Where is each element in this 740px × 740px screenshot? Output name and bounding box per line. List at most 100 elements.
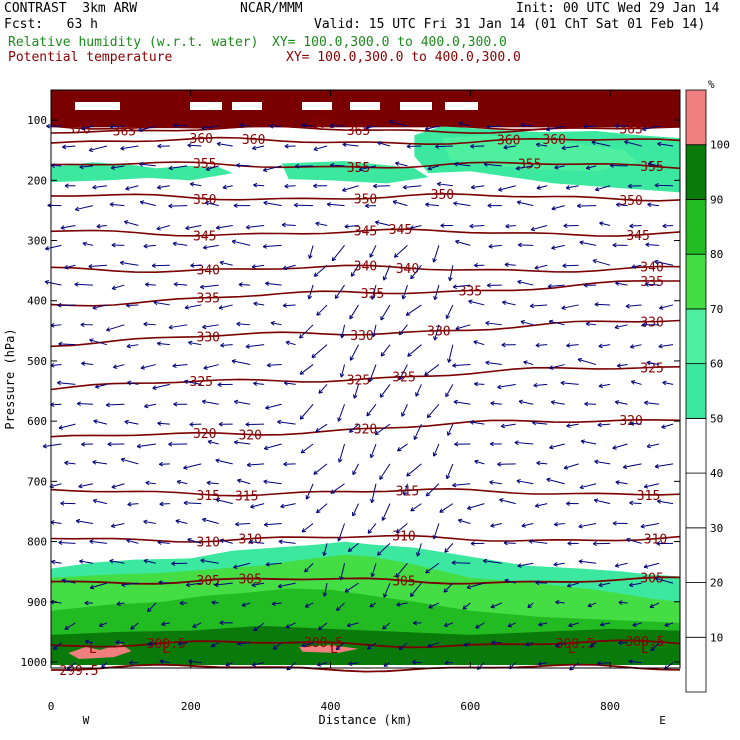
wind-vector <box>426 403 440 418</box>
wind-arrowhead <box>468 299 473 305</box>
wind-arrowhead <box>428 604 433 609</box>
wind-vector <box>560 382 579 385</box>
wind-vector <box>563 463 579 469</box>
y-tick-label: 900 <box>27 596 47 609</box>
wind-arrowhead <box>57 302 62 308</box>
wind-arrowhead <box>470 143 475 149</box>
wind-vector <box>646 361 660 366</box>
wind-vector <box>143 323 156 326</box>
wind-vector <box>644 401 660 405</box>
wind-vector <box>311 344 328 358</box>
wind-arrowhead <box>45 245 50 251</box>
wind-arrowhead <box>439 508 444 513</box>
wind-vector <box>649 602 660 608</box>
wind-arrowhead <box>398 645 403 651</box>
wind-arrowhead <box>594 186 600 192</box>
wind-arrowhead <box>253 381 258 386</box>
wind-arrowhead <box>143 558 148 564</box>
wind-arrowhead <box>489 441 494 447</box>
theta-label: 360 <box>497 133 520 148</box>
wind-vector <box>657 500 674 505</box>
wind-vector <box>549 364 565 369</box>
wind-arrowhead <box>555 599 560 605</box>
wind-vector <box>521 523 534 527</box>
wind-vector <box>598 582 611 587</box>
wind-arrowhead <box>92 459 97 465</box>
wind-arrowhead <box>201 399 207 405</box>
wind-arrowhead <box>284 143 289 149</box>
wind-arrowhead <box>626 537 631 543</box>
wind-arrowhead <box>659 305 664 310</box>
wind-arrowhead <box>395 161 400 167</box>
wind-vector <box>143 520 156 524</box>
wind-arrowhead <box>624 140 629 145</box>
wind-vector <box>92 304 108 309</box>
wind-vector <box>403 483 408 496</box>
wind-arrowhead <box>411 659 417 665</box>
wind-vector <box>595 185 611 191</box>
wind-arrowhead <box>413 435 418 440</box>
wind-arrowhead <box>410 507 415 512</box>
wind-arrowhead <box>171 561 176 566</box>
title-left: CONTRAST 3km ARW <box>4 1 138 16</box>
wind-arrowhead <box>490 603 495 609</box>
colorbar-label: 50 <box>710 412 723 425</box>
wind-vector <box>349 423 359 433</box>
wind-arrowhead <box>654 463 660 469</box>
wind-arrowhead <box>236 321 241 327</box>
wind-vector <box>500 423 516 427</box>
wind-arrowhead <box>159 501 164 507</box>
wind-arrowhead <box>444 660 449 666</box>
wind-arrowhead <box>382 625 387 630</box>
wind-vector <box>520 124 534 127</box>
wind-arrowhead <box>658 343 663 349</box>
wind-arrowhead <box>520 122 525 128</box>
wind-arrowhead <box>318 389 323 394</box>
wind-vector <box>566 185 579 189</box>
wind-vector <box>657 143 674 147</box>
wind-vector <box>251 582 265 586</box>
wind-vector <box>205 165 219 171</box>
wind-arrowhead <box>233 564 238 569</box>
theta-label: 345 <box>626 229 649 244</box>
wind-arrowhead <box>535 142 541 148</box>
init-time: Init: 00 UTC Wed 29 Jan 14 <box>516 1 720 16</box>
wind-vector <box>201 125 219 129</box>
wind-arrowhead <box>119 260 125 266</box>
wind-vector <box>330 483 345 494</box>
wind-vector <box>359 165 377 171</box>
wind-vector <box>286 662 296 671</box>
wind-vector <box>109 560 125 564</box>
wind-arrowhead <box>654 183 659 188</box>
theta-label: 340 <box>197 263 220 278</box>
theta-contour <box>50 639 681 649</box>
wind-arrowhead <box>618 640 623 646</box>
theta-label: 335 <box>197 292 220 307</box>
wind-arrowhead <box>179 600 184 606</box>
wind-vector <box>586 323 597 326</box>
wind-arrowhead <box>366 645 372 650</box>
wind-arrowhead <box>489 480 494 485</box>
wind-arrowhead <box>630 380 636 385</box>
wind-vector <box>580 440 597 445</box>
wind-arrowhead <box>566 501 571 506</box>
saturation-pocket <box>299 645 359 653</box>
wind-vector <box>533 383 548 387</box>
wind-vector <box>625 304 642 307</box>
wind-vector <box>395 162 408 167</box>
wind-vector <box>382 622 391 630</box>
wind-arrowhead <box>631 264 636 269</box>
wind-arrowhead <box>245 344 250 349</box>
wind-arrowhead <box>253 626 258 632</box>
wind-vector <box>371 483 377 503</box>
wind-vector <box>662 224 674 227</box>
wind-vector <box>315 222 328 226</box>
wind-arrowhead <box>139 162 144 167</box>
wind-vector <box>642 125 660 131</box>
wind-vector <box>369 245 377 258</box>
theta-label: 335 <box>361 287 384 302</box>
wind-arrowhead <box>466 584 472 590</box>
wind-vector <box>316 304 328 316</box>
wind-arrowhead <box>566 343 571 348</box>
wind-vector <box>392 200 408 207</box>
